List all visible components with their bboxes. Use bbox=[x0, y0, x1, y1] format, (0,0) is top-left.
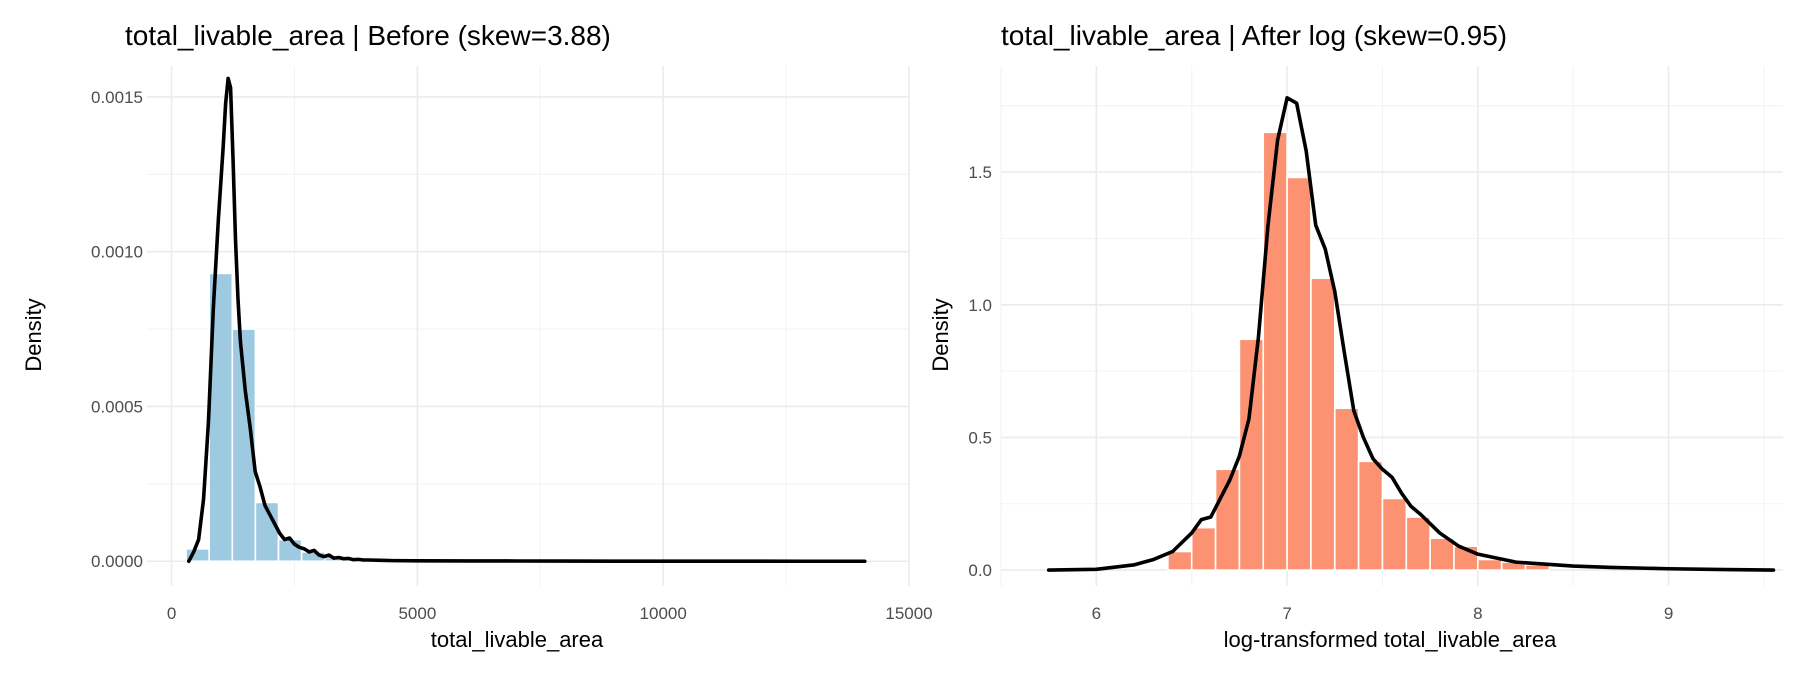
plot-area-after-log: 6 7 8 9 0.0 0.5 1.0 1.5 bbox=[968, 66, 1783, 623]
histogram-bar bbox=[1167, 550, 1193, 571]
x-tick-label: 8 bbox=[1473, 604, 1482, 623]
y-axis-title-before: Density bbox=[21, 298, 46, 371]
y-tick-label: 0.0 bbox=[968, 561, 992, 580]
y-tick-label: 1.0 bbox=[968, 296, 992, 315]
histogram-bar bbox=[1477, 558, 1503, 571]
density-curve bbox=[186, 76, 867, 564]
x-tick-label: 5000 bbox=[398, 604, 436, 623]
histogram-bar bbox=[1310, 277, 1336, 571]
panel-before: total_livable_area | Before (skew=3.88) … bbox=[21, 20, 933, 652]
histogram-bar bbox=[1190, 526, 1217, 571]
histogram-bar bbox=[1405, 516, 1431, 571]
histogram-bar bbox=[1333, 407, 1360, 571]
y-tick-label: 0.0005 bbox=[91, 397, 143, 416]
histogram-bar bbox=[1262, 131, 1288, 571]
x-tick-label: 9 bbox=[1664, 604, 1673, 623]
histogram-bar bbox=[231, 328, 257, 563]
histogram-bar bbox=[277, 538, 303, 563]
x-axis-title-before: total_livable_area bbox=[431, 627, 604, 652]
chart-title-before: total_livable_area | Before (skew=3.88) bbox=[125, 20, 611, 51]
y-axis-title-after-log: Density bbox=[928, 298, 953, 371]
panel-after-log: total_livable_area | After log (skew=0.9… bbox=[928, 20, 1783, 652]
y-tick-label: 0.0015 bbox=[91, 88, 143, 107]
plot-area-before: 0 5000 10000 15000 0.0000 0.0005 0.0010 0.0015 bbox=[91, 66, 933, 623]
histogram-bar bbox=[1286, 176, 1312, 571]
histogram-bar bbox=[1238, 338, 1265, 571]
x-tick-label: 7 bbox=[1282, 604, 1291, 623]
histogram-bar bbox=[1381, 497, 1408, 571]
y-tick-label: 1.5 bbox=[968, 163, 992, 182]
x-axis-title-after-log: log-transformed total_livable_area bbox=[1224, 627, 1557, 652]
y-tick-label: 0.5 bbox=[968, 428, 992, 447]
y-tick-label: 0.0000 bbox=[91, 552, 143, 571]
x-tick-label: 10000 bbox=[640, 604, 687, 623]
density-curve bbox=[1046, 96, 1776, 572]
x-tick-label: 15000 bbox=[885, 604, 932, 623]
histogram-bar bbox=[1357, 460, 1384, 571]
x-tick-label: 0 bbox=[167, 604, 176, 623]
chart-title-after-log: total_livable_area | After log (skew=0.9… bbox=[1001, 20, 1507, 51]
x-tick-label: 6 bbox=[1092, 604, 1101, 623]
histogram-bar bbox=[1429, 537, 1455, 571]
y-tick-label: 0.0010 bbox=[91, 243, 143, 262]
